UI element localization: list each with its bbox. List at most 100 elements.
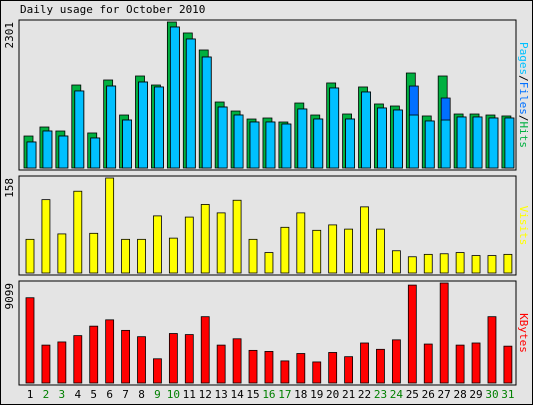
x-tick-label: 10	[167, 388, 180, 401]
bar	[153, 215, 162, 274]
bar	[200, 204, 210, 274]
bar	[423, 253, 433, 274]
y-tick-label: 158	[3, 178, 16, 198]
legend-entry: Hits	[517, 122, 530, 149]
bar	[217, 106, 228, 169]
bar	[201, 56, 212, 169]
bar	[376, 228, 385, 274]
x-tick-label: 25	[406, 388, 419, 401]
axis-label: Pages/Files/Hits	[517, 42, 530, 148]
x-tick-label: 12	[199, 388, 212, 401]
bar	[423, 343, 433, 384]
x-tick-label: 29	[469, 388, 482, 401]
bar	[361, 91, 371, 169]
bar	[121, 238, 130, 274]
x-tick-label: 21	[342, 388, 355, 401]
bar	[329, 87, 340, 169]
bar	[360, 342, 369, 384]
x-tick-label: 13	[215, 388, 228, 401]
bar	[25, 297, 35, 384]
x-tick-label: 30	[485, 388, 498, 401]
x-tick-label: 2	[43, 388, 50, 401]
legend-separator: /	[517, 75, 530, 82]
bar	[391, 250, 401, 274]
bar	[121, 329, 130, 384]
bar	[328, 224, 338, 274]
bar	[280, 360, 290, 384]
y-tick-label: 9099	[3, 283, 16, 310]
bar	[25, 238, 35, 274]
bar	[344, 356, 354, 384]
bar	[216, 344, 226, 384]
x-tick-label: 15	[246, 388, 259, 401]
bar	[89, 325, 99, 384]
bar	[232, 199, 242, 274]
bar	[90, 137, 101, 169]
bar	[296, 212, 306, 274]
bar	[296, 353, 306, 384]
x-tick-label: 27	[438, 388, 451, 401]
bar	[392, 109, 403, 169]
bar	[503, 253, 513, 274]
bar	[73, 190, 83, 274]
bar	[455, 252, 465, 274]
x-tick-label: 17	[278, 388, 291, 401]
bar	[456, 116, 467, 169]
legend-separator: /	[517, 115, 530, 122]
legend-entry: Files	[517, 82, 530, 115]
bar	[455, 344, 465, 384]
bar	[41, 199, 51, 274]
bar	[264, 351, 274, 384]
x-tick-label: 14	[230, 388, 244, 401]
bar	[105, 319, 115, 384]
x-tick-label: 31	[501, 388, 514, 401]
bar	[137, 238, 146, 274]
bar	[407, 256, 417, 274]
bar	[168, 333, 178, 384]
bar	[264, 252, 274, 274]
bar	[487, 255, 497, 274]
bar	[154, 86, 164, 169]
x-tick-label: 4	[74, 388, 81, 401]
bar	[312, 229, 322, 274]
bar	[89, 232, 99, 274]
x-tick-label: 23	[374, 388, 387, 401]
x-tick-label: 11	[183, 388, 196, 401]
bar	[439, 253, 449, 274]
bar	[360, 206, 369, 274]
x-tick-label: 1	[27, 388, 34, 401]
bar	[58, 135, 69, 169]
bar	[153, 358, 162, 384]
x-tick-label: 5	[90, 388, 97, 401]
x-tick-label: 8	[138, 388, 145, 401]
bar	[376, 348, 385, 384]
bar	[73, 335, 83, 384]
bar	[265, 121, 276, 169]
x-tick-label: 28	[453, 388, 466, 401]
bar	[312, 361, 322, 384]
bar	[184, 334, 194, 384]
x-tick-label: 20	[326, 388, 339, 401]
legend-entry: Visits	[517, 206, 530, 246]
bar	[42, 130, 53, 169]
x-tick-label: 24	[390, 388, 404, 401]
bar	[57, 233, 67, 274]
axis-label: Visits	[517, 206, 530, 246]
bar	[26, 141, 37, 169]
bar	[248, 349, 258, 384]
bar	[297, 108, 308, 169]
bar	[280, 226, 290, 274]
bar	[407, 284, 417, 384]
bar	[57, 341, 67, 384]
bar	[313, 118, 324, 169]
bar	[471, 255, 481, 274]
x-tick-label: 18	[294, 388, 307, 401]
bar	[487, 316, 497, 384]
chart-title: Daily usage for October 2010	[20, 3, 205, 16]
bar	[345, 118, 356, 169]
bar	[424, 120, 435, 169]
bar	[440, 119, 451, 169]
bar	[106, 85, 117, 169]
x-tick-label: 16	[262, 388, 275, 401]
